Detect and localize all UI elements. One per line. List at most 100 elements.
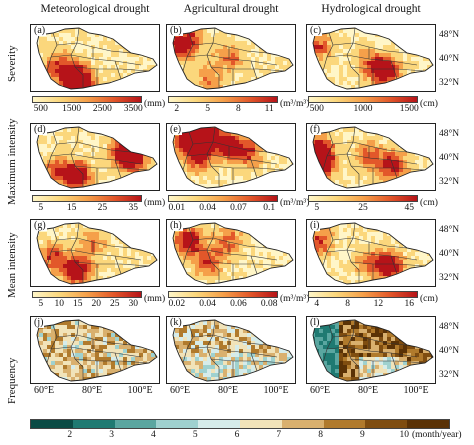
row-title-frequency: Frequency [6, 357, 18, 404]
colorbar-tick-label: 5 [38, 299, 44, 309]
colorbar-tick-label: 500 [309, 104, 324, 114]
longitude-label: 60°E [33, 385, 55, 396]
longitude-label: 60°E [169, 385, 191, 396]
colorbar [168, 96, 278, 103]
colorbar-tick-label: 8 [345, 299, 350, 309]
map-panel-h: (h) [166, 219, 296, 287]
latitude-label: 40°N [439, 54, 460, 64]
colorbar-unit: (m³/m³) [280, 294, 310, 304]
longitude-label: 80°E [81, 385, 103, 396]
basin-map [36, 27, 158, 90]
frequency-legend-unit: (month/year) [412, 430, 462, 440]
map-panel-k: (k) [166, 316, 296, 384]
panel-label: (f) [309, 124, 321, 135]
map-panel-c: (c) [306, 24, 436, 92]
latitude-label: 40°N [439, 153, 460, 163]
panel-label: (l) [309, 317, 321, 328]
colorbar-tick-label: 2500 [92, 104, 112, 114]
colorbar-tick-label: 15 [73, 299, 83, 309]
colorbar-tick-label: 0.08 [260, 299, 278, 309]
frequency-legend-tick: 6 [234, 430, 240, 440]
frequency-legend-swatch [365, 420, 408, 428]
basin-map [312, 319, 434, 382]
panel-label: (j) [33, 317, 45, 328]
colorbar-unit: (mm) [144, 99, 166, 109]
colorbar [308, 195, 418, 202]
colorbar-tick-label: 10 [54, 299, 65, 309]
colorbar-unit: (cm) [420, 294, 438, 304]
basin-outline [36, 319, 158, 382]
frequency-legend-swatch [114, 420, 157, 428]
latitude-label: 40°N [439, 249, 460, 259]
colorbar-tick-label: 0.1 [263, 203, 276, 213]
basin-outline [172, 222, 294, 285]
colorbar-tick-label: 0.04 [199, 203, 216, 213]
frequency-legend-tick: 7 [276, 430, 282, 440]
frequency-legend-swatch [281, 420, 324, 428]
frequency-legend-tick: 9 [360, 430, 365, 440]
frequency-legend-tick: 2 [67, 430, 73, 440]
colorbar-tick-label: 30 [128, 299, 138, 309]
map-panel-l: (l) [306, 316, 436, 384]
basin-outline [172, 319, 294, 382]
colorbar-tick-label: 5 [38, 203, 44, 213]
colorbar-unit: (m³/m³) [280, 198, 310, 208]
panel-label: (k) [169, 317, 183, 328]
frequency-legend-swatch [240, 420, 282, 428]
colorbar-unit: (mm) [144, 198, 166, 208]
basin-outline [312, 222, 434, 285]
basin-map [36, 319, 158, 382]
colorbar [168, 291, 278, 298]
frequency-legend-swatch [407, 420, 449, 428]
row-title-severity: Severity [6, 45, 18, 82]
colorbar [308, 291, 418, 298]
colorbar-tick-label: 25 [358, 203, 368, 213]
colorbar-tick-label: 3500 [123, 104, 143, 114]
panel-label: (b) [169, 25, 183, 36]
basin-outline [312, 319, 434, 382]
frequency-legend-tick: 10 [399, 430, 409, 440]
colorbar-tick-label: 12 [373, 299, 384, 309]
column-title-meteorological: Meteorological drought [40, 3, 150, 15]
colorbar-tick-label: 15 [66, 203, 77, 213]
colorbar [32, 96, 142, 103]
latitude-label: 32°N [439, 177, 460, 187]
frequency-legend-tick: 4 [151, 430, 156, 440]
colorbar-tick-label: 25 [97, 203, 108, 213]
colorbar-tick-label: 8 [236, 104, 241, 114]
basin-map [172, 319, 294, 382]
row-title-mean-intensity: Mean intensity [6, 232, 18, 298]
latitude-label: 48°N [439, 30, 460, 40]
colorbar-tick-label: 16 [404, 299, 414, 309]
latitude-label: 48°N [439, 129, 460, 139]
basin-map [36, 126, 158, 189]
column-title-agricultural: Agricultural drought [183, 3, 279, 15]
latitude-label: 40°N [439, 346, 460, 356]
colorbar-unit: (mm) [144, 294, 166, 304]
basin-outline [172, 126, 294, 189]
colorbar-tick-label: 20 [91, 299, 101, 309]
basin-map [312, 27, 434, 90]
frequency-legend-tick: 8 [318, 430, 323, 440]
basin-map [312, 222, 434, 285]
colorbar [308, 96, 418, 103]
frequency-legend-swatch [156, 420, 199, 428]
colorbar-tick-label: 500 [33, 104, 48, 114]
basin-outline [36, 126, 158, 189]
basin-outline [312, 126, 434, 189]
longitude-label: 100°E [263, 385, 289, 396]
map-panel-a: (a) [30, 24, 160, 92]
colorbar [32, 195, 142, 202]
latitude-label: 32°N [439, 78, 460, 88]
latitude-label: 48°N [439, 322, 460, 332]
colorbar-tick-label: 45 [404, 203, 414, 213]
map-panel-j: (j) [30, 316, 160, 384]
frequency-legend-swatch [323, 420, 366, 428]
longitude-label: 80°E [357, 385, 379, 396]
colorbar-unit: (cm) [420, 99, 438, 109]
longitude-label: 60°E [309, 385, 331, 396]
colorbar-tick-label: 0.06 [230, 299, 247, 309]
longitude-label: 80°E [217, 385, 239, 396]
colorbar-tick-label: 1000 [353, 104, 373, 114]
frequency-legend [30, 419, 450, 429]
